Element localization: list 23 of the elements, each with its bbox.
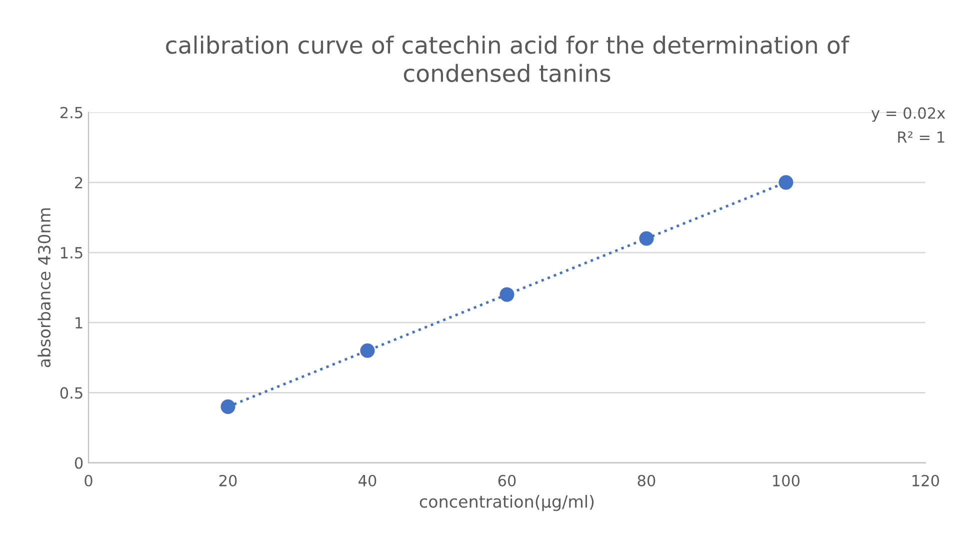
y-tick-label: 1: [76, 317, 82, 328]
annotation: y = 0.02x: [871, 107, 946, 122]
y-tick-label: 1.5: [61, 247, 82, 259]
x-tick-label: 0: [84, 474, 92, 486]
y-tick-label: 2.5: [60, 106, 82, 118]
x-axis-title: concentration(µg/ml): [420, 494, 594, 512]
point: [778, 175, 794, 190]
y-tick-label: 2: [75, 176, 82, 188]
y-tick-label: 0.5: [60, 387, 82, 399]
x-tick-label: 40: [358, 474, 376, 486]
point: [220, 399, 236, 414]
x-tick-label: 120: [912, 474, 940, 486]
point: [639, 231, 654, 246]
y-axis-title: absorbance 430nm: [38, 208, 51, 368]
point: [500, 287, 514, 302]
y-tick-label: 0: [74, 457, 83, 469]
x-tick-label: 20: [219, 474, 237, 486]
annotation: R² = 1: [898, 131, 944, 143]
chart-title: calibration curve of catechin acid for the determination of condensed tanins: [166, 36, 850, 82]
x-tick-label: 80: [638, 474, 656, 486]
x-tick-label: 60: [498, 474, 516, 486]
x-tick-label: 100: [773, 474, 800, 486]
point: [360, 343, 375, 358]
